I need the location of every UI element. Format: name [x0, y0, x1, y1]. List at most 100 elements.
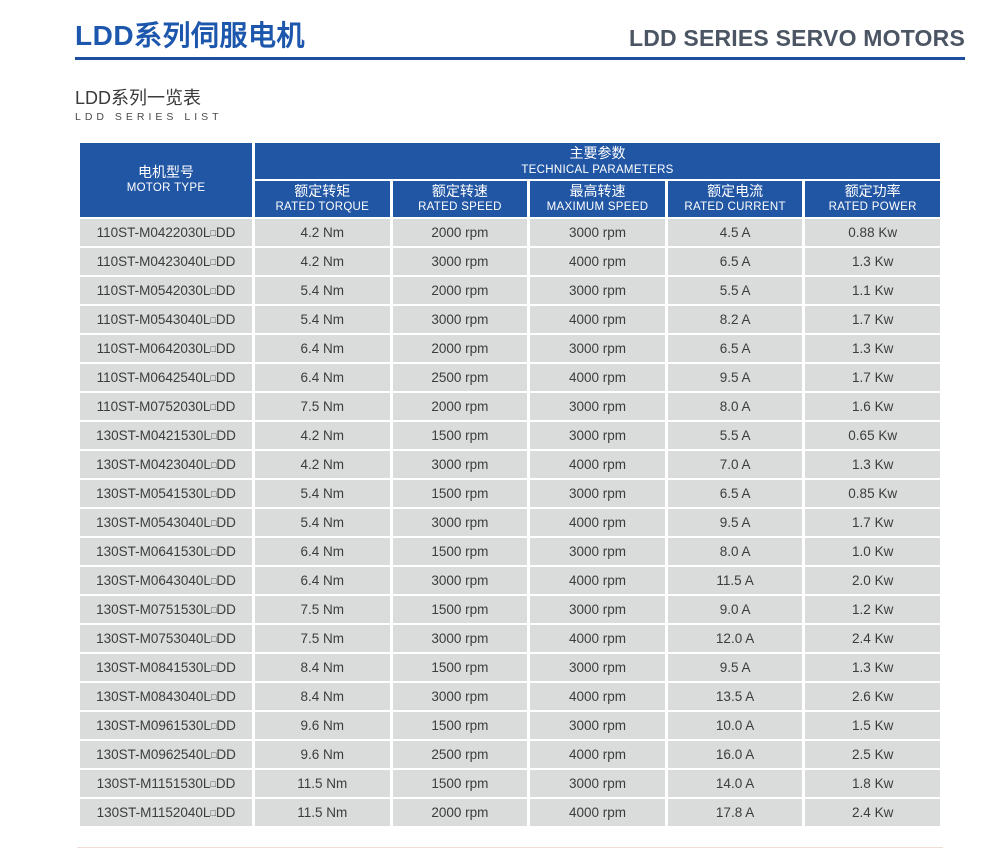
- cell-rated-torque: 8.4 Nm: [255, 682, 390, 710]
- table-row: 130ST-M0962540L□DD 9.6 Nm 2500 rpm 4000 …: [80, 740, 940, 768]
- cell-rated-current: 6.5 A: [667, 479, 803, 507]
- cell-rated-speed: 2500 rpm: [392, 740, 528, 768]
- cell-maximum-speed: 4000 rpm: [530, 798, 665, 826]
- cell-rated-current: 11.5 A: [667, 566, 803, 594]
- cell-rated-torque: 5.4 Nm: [255, 479, 390, 507]
- cell-rated-power: 1.3 Kw: [805, 334, 940, 362]
- cell-rated-current: 8.0 A: [667, 392, 803, 420]
- cell-maximum-speed: 3000 rpm: [530, 595, 665, 623]
- cell-rated-current: 12.0 A: [667, 624, 803, 652]
- cell-rated-current: 5.5 A: [667, 421, 803, 449]
- cell-rated-torque: 4.2 Nm: [255, 247, 390, 275]
- table-row: 130ST-M0423040L□DD 4.2 Nm 3000 rpm 4000 …: [80, 450, 940, 478]
- cell-maximum-speed: 3000 rpm: [530, 653, 665, 681]
- cell-motor-type: 110ST-M0543040L□DD: [80, 305, 252, 333]
- cell-rated-speed: 1500 rpm: [392, 537, 528, 565]
- cell-rated-current: 17.8 A: [667, 798, 803, 826]
- cell-rated-torque: 5.4 Nm: [255, 305, 390, 333]
- cell-rated-current: 9.0 A: [667, 595, 803, 623]
- table-row: 130ST-M0843040L□DD 8.4 Nm 3000 rpm 4000 …: [80, 682, 940, 710]
- motor-spec-table: 电机型号 MOTOR TYPE 主要参数 TECHNICAL PARAMETER…: [77, 141, 943, 828]
- cell-rated-power: 0.65 Kw: [805, 421, 940, 449]
- cell-maximum-speed: 3000 rpm: [530, 711, 665, 739]
- cell-maximum-speed: 3000 rpm: [530, 479, 665, 507]
- cell-rated-power: 1.3 Kw: [805, 450, 940, 478]
- cell-rated-speed: 1500 rpm: [392, 711, 528, 739]
- table-row: 110ST-M0422030L□DD 4.2 Nm 2000 rpm 3000 …: [80, 218, 940, 246]
- table-row: 130ST-M0541530L□DD 5.4 Nm 1500 rpm 3000 …: [80, 479, 940, 507]
- cell-rated-torque: 6.4 Nm: [255, 537, 390, 565]
- cell-rated-power: 1.8 Kw: [805, 769, 940, 797]
- cell-maximum-speed: 3000 rpm: [530, 537, 665, 565]
- cell-rated-torque: 11.5 Nm: [255, 769, 390, 797]
- cell-rated-power: 2.4 Kw: [805, 798, 940, 826]
- cell-motor-type: 130ST-M0421530L□DD: [80, 421, 252, 449]
- cell-motor-type: 130ST-M0843040L□DD: [80, 682, 252, 710]
- header-rated-power: 额定功率 RATED POWER: [805, 180, 940, 217]
- table-row: 110ST-M0642540L□DD 6.4 Nm 2500 rpm 4000 …: [80, 363, 940, 391]
- header-technical-parameters: 主要参数 TECHNICAL PARAMETERS: [255, 143, 940, 179]
- table-row: 130ST-M1151530L□DD 11.5 Nm 1500 rpm 3000…: [80, 769, 940, 797]
- cell-rated-power: 1.3 Kw: [805, 247, 940, 275]
- cell-motor-type: 110ST-M0642540L□DD: [80, 363, 252, 391]
- cell-rated-current: 7.0 A: [667, 450, 803, 478]
- cell-rated-torque: 6.4 Nm: [255, 566, 390, 594]
- subtitle-en: LDD SERIES LIST: [75, 110, 223, 123]
- cell-rated-torque: 4.2 Nm: [255, 218, 390, 246]
- cell-rated-speed: 2000 rpm: [392, 218, 528, 246]
- cell-maximum-speed: 3000 rpm: [530, 218, 665, 246]
- cell-motor-type: 110ST-M0752030L□DD: [80, 392, 252, 420]
- cell-rated-current: 9.5 A: [667, 363, 803, 391]
- table-row: 130ST-M0961530L□DD 9.6 Nm 1500 rpm 3000 …: [80, 711, 940, 739]
- cell-rated-power: 1.5 Kw: [805, 711, 940, 739]
- cell-rated-power: 1.0 Kw: [805, 537, 940, 565]
- cell-rated-torque: 6.4 Nm: [255, 334, 390, 362]
- table-row: 130ST-M0753040L□DD 7.5 Nm 3000 rpm 4000 …: [80, 624, 940, 652]
- cell-rated-current: 6.5 A: [667, 334, 803, 362]
- table-row: 110ST-M0642030L□DD 6.4 Nm 2000 rpm 3000 …: [80, 334, 940, 362]
- header-rated-speed: 额定转速 RATED SPEED: [392, 180, 528, 217]
- cell-rated-power: 2.5 Kw: [805, 740, 940, 768]
- table-row: 130ST-M1152040L□DD 11.5 Nm 2000 rpm 4000…: [80, 798, 940, 826]
- cell-rated-current: 14.0 A: [667, 769, 803, 797]
- table-row: 110ST-M0423040L□DD 4.2 Nm 3000 rpm 4000 …: [80, 247, 940, 275]
- cell-rated-speed: 3000 rpm: [392, 305, 528, 333]
- cell-rated-torque: 4.2 Nm: [255, 421, 390, 449]
- table-row: 130ST-M0751530L□DD 7.5 Nm 1500 rpm 3000 …: [80, 595, 940, 623]
- table-row: 110ST-M0752030L□DD 7.5 Nm 2000 rpm 3000 …: [80, 392, 940, 420]
- cell-rated-speed: 2000 rpm: [392, 798, 528, 826]
- cell-rated-current: 5.5 A: [667, 276, 803, 304]
- cell-rated-speed: 2000 rpm: [392, 392, 528, 420]
- header-rated-current: 额定电流 RATED CURRENT: [667, 180, 803, 217]
- cell-maximum-speed: 4000 rpm: [530, 508, 665, 536]
- cell-rated-power: 2.4 Kw: [805, 624, 940, 652]
- cell-motor-type: 110ST-M0642030L□DD: [80, 334, 252, 362]
- cell-rated-speed: 3000 rpm: [392, 247, 528, 275]
- header-rated-torque: 额定转矩 RATED TORQUE: [255, 180, 390, 217]
- cell-rated-current: 9.5 A: [667, 508, 803, 536]
- page-title-cn: LDD系列伺服电机: [75, 20, 306, 51]
- cell-rated-current: 8.0 A: [667, 537, 803, 565]
- cell-rated-torque: 9.6 Nm: [255, 711, 390, 739]
- cell-maximum-speed: 4000 rpm: [530, 682, 665, 710]
- cell-rated-current: 8.2 A: [667, 305, 803, 333]
- cell-motor-type: 110ST-M0422030L□DD: [80, 218, 252, 246]
- table-row: 130ST-M0543040L□DD 5.4 Nm 3000 rpm 4000 …: [80, 508, 940, 536]
- cell-motor-type: 130ST-M0423040L□DD: [80, 450, 252, 478]
- cell-rated-speed: 1500 rpm: [392, 479, 528, 507]
- cell-rated-power: 2.6 Kw: [805, 682, 940, 710]
- cell-motor-type: 110ST-M0423040L□DD: [80, 247, 252, 275]
- table-row: 130ST-M0641530L□DD 6.4 Nm 1500 rpm 3000 …: [80, 537, 940, 565]
- cell-maximum-speed: 4000 rpm: [530, 566, 665, 594]
- cell-rated-torque: 8.4 Nm: [255, 653, 390, 681]
- header-maximum-speed: 最高转速 MAXIMUM SPEED: [530, 180, 665, 217]
- cell-motor-type: 130ST-M0641530L□DD: [80, 537, 252, 565]
- cell-rated-speed: 3000 rpm: [392, 450, 528, 478]
- cell-rated-speed: 1500 rpm: [392, 595, 528, 623]
- cell-maximum-speed: 3000 rpm: [530, 276, 665, 304]
- header-motor-type: 电机型号 MOTOR TYPE: [80, 143, 252, 217]
- motor-spec-table-wrap: 电机型号 MOTOR TYPE 主要参数 TECHNICAL PARAMETER…: [77, 141, 943, 828]
- cell-motor-type: 130ST-M0751530L□DD: [80, 595, 252, 623]
- cell-rated-power: 1.7 Kw: [805, 363, 940, 391]
